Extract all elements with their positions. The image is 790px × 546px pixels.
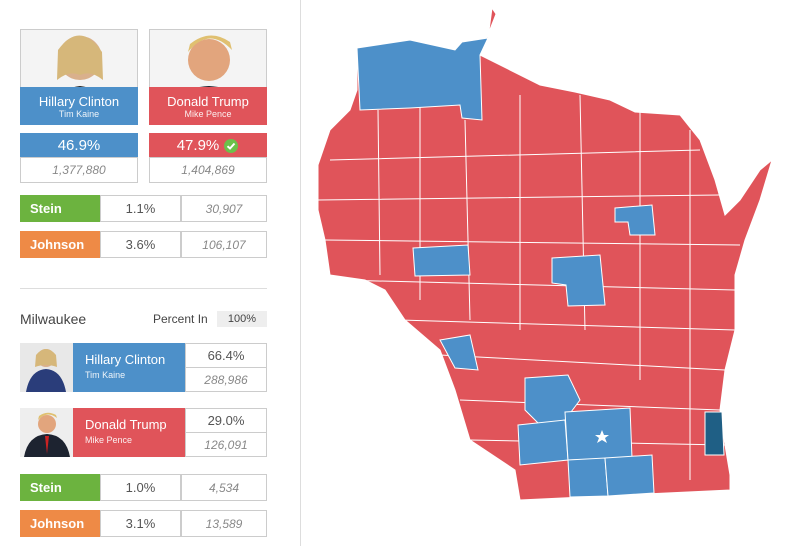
candidate-label: Stein [20,474,100,501]
portrait [20,408,73,457]
votes: 1,377,880 [20,157,138,183]
candidate-name: Donald Trump [167,93,249,109]
divider [300,0,301,546]
votes: 30,907 [181,195,267,222]
votes: 4,534 [181,474,267,501]
votes: 106,107 [181,231,267,258]
percent: 47.9% [176,137,220,154]
running-mate: Mike Pence [184,108,232,119]
county-name: Milwaukee [20,311,87,327]
percent: 29.0% [185,408,267,433]
selected-county[interactable] [704,411,725,456]
running-mate: Mike Pence [85,435,133,445]
candidate-name: Hillary Clinton [38,93,120,109]
dem-counties [356,37,656,498]
state-shape [317,6,773,501]
candidate-name-box: Donald Trump Mike Pence [149,87,267,125]
candidate-label: Johnson [20,231,100,258]
votes: 1,404,869 [149,157,267,183]
winner-check [224,138,239,153]
separator [20,288,267,289]
running-mate: Tim Kaine [85,370,126,380]
candidate-label: Stein [20,195,100,222]
candidate-photo [20,343,73,392]
percent-in: 100% [217,311,267,327]
percent: 46.9% [20,133,138,158]
candidate-photo [20,408,73,457]
votes: 13,589 [181,510,267,537]
running-mate: Tim Kaine [58,108,100,119]
percent: 66.4% [185,343,267,368]
candidate-name-box: Hillary Clinton Tim Kaine [73,343,185,392]
candidate-name-box: Donald Trump Mike Pence [73,408,185,457]
portrait [20,343,73,392]
percent: 3.6% [100,231,181,258]
percent-in-label: Percent In [153,312,208,326]
votes: 288,986 [185,367,267,392]
percent-box: 47.9% [149,133,267,158]
capital-star [595,430,609,443]
percent: 1.0% [100,474,181,501]
votes: 126,091 [185,432,267,457]
candidate-name: Donald Trump [85,417,167,432]
candidate-name: Hillary Clinton [85,352,166,367]
county-lines [317,94,741,480]
county-map [317,6,773,501]
candidate-name-box: Hillary Clinton Tim Kaine [20,87,138,125]
candidate-label: Johnson [20,510,100,537]
percent: 3.1% [100,510,181,537]
percent: 1.1% [100,195,181,222]
